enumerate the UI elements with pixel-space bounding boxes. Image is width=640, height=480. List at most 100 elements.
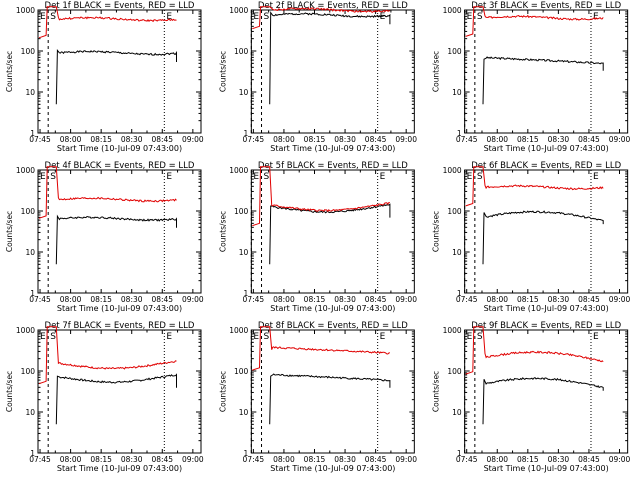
y-tick-label: 100 xyxy=(447,47,462,56)
x-tick-label: 08:00 xyxy=(486,455,508,464)
y-axis-label: Counts/sec xyxy=(218,371,227,412)
y-tick-label: 10 xyxy=(452,248,462,257)
chart-title: Det 5f BLACK = Events, RED = LLD xyxy=(258,161,408,171)
x-tick-label: 08:15 xyxy=(517,295,539,304)
x-tick-label: 07:45 xyxy=(456,295,478,304)
y-tick-label: 1000 xyxy=(443,6,462,15)
x-tick-label: 08:15 xyxy=(304,295,326,304)
x-tick-label: 08:15 xyxy=(90,135,112,144)
x-tick-label: 08:30 xyxy=(121,135,143,144)
marker-label: E xyxy=(166,172,172,182)
series-lld xyxy=(38,166,177,219)
y-tick-label: 100 xyxy=(234,207,249,216)
x-tick-label: 08:30 xyxy=(334,455,356,464)
x-tick-label: 07:45 xyxy=(456,135,478,144)
chart-title: Det 7f BLACK = Events, RED = LLD xyxy=(45,321,195,331)
x-tick-label: 08:45 xyxy=(578,295,600,304)
marker-label: S xyxy=(50,12,56,22)
series-events xyxy=(269,203,391,265)
y-tick-label: 10 xyxy=(239,88,249,97)
chart-panel-6: Det 6f BLACK = Events, RED = LLD 1 10 100 10… xyxy=(432,161,631,313)
x-tick-label: 09:00 xyxy=(609,135,631,144)
y-tick-label: 1 xyxy=(457,449,462,458)
x-tick-label: 08:00 xyxy=(60,455,82,464)
y-tick-label: 100 xyxy=(234,47,249,56)
x-tick-label: 08:45 xyxy=(578,135,600,144)
marker-label: S xyxy=(477,332,483,342)
x-tick-label: 08:00 xyxy=(273,295,295,304)
y-axis-label: Counts/sec xyxy=(432,51,441,92)
plot-frame xyxy=(464,9,629,134)
marker-label: S xyxy=(477,172,483,182)
x-axis-label: Start Time (10-Jul-09 07:43:00) xyxy=(270,304,395,313)
x-axis-label: Start Time (10-Jul-09 07:43:00) xyxy=(57,304,182,313)
series-events xyxy=(482,376,604,425)
series-lld xyxy=(38,326,177,385)
x-tick-label: 08:30 xyxy=(548,135,570,144)
y-tick-label: 1 xyxy=(244,449,249,458)
marker-label: E xyxy=(593,332,599,342)
y-tick-label: 1000 xyxy=(229,166,248,175)
series-lld xyxy=(252,6,391,30)
marker-label: E xyxy=(253,12,259,22)
marker-label: E xyxy=(593,12,599,22)
chart-title: Det 3f BLACK = Events, RED = LLD xyxy=(471,1,621,11)
y-axis-label: Counts/sec xyxy=(5,371,14,412)
x-tick-label: 08:30 xyxy=(121,295,143,304)
x-axis-label: Start Time (10-Jul-09 07:43:00) xyxy=(57,464,182,473)
y-tick-label: 10 xyxy=(452,408,462,417)
x-tick-label: 08:00 xyxy=(486,135,508,144)
y-tick-label: 1000 xyxy=(443,166,462,175)
x-tick-label: 08:00 xyxy=(273,135,295,144)
y-tick-label: 1000 xyxy=(443,326,462,335)
y-tick-label: 100 xyxy=(447,367,462,376)
x-tick-label: 08:45 xyxy=(151,295,173,304)
x-tick-label: 09:00 xyxy=(182,295,204,304)
series-lld xyxy=(252,166,390,227)
x-tick-label: 08:15 xyxy=(517,135,539,144)
chart-title: Det 4f BLACK = Events, RED = LLD xyxy=(45,161,195,171)
marker-label: E xyxy=(380,12,386,22)
x-tick-label: 08:30 xyxy=(334,295,356,304)
x-tick-label: 08:45 xyxy=(365,295,387,304)
marker-label: E xyxy=(380,332,386,342)
y-tick-label: 1 xyxy=(30,289,35,298)
chart-panel-5: Det 5f BLACK = Events, RED = LLD 1 10 100 10… xyxy=(218,161,417,313)
plot-frame xyxy=(464,329,629,454)
y-axis-label: Counts/sec xyxy=(5,51,14,92)
series-events xyxy=(55,373,177,425)
plot-frame xyxy=(250,169,415,294)
series-lld xyxy=(465,6,604,37)
y-tick-label: 1000 xyxy=(229,6,248,15)
series-events xyxy=(269,11,391,105)
y-tick-label: 1 xyxy=(30,449,35,458)
y-tick-label: 1 xyxy=(457,129,462,138)
y-tick-label: 100 xyxy=(21,207,36,216)
x-tick-label: 07:45 xyxy=(243,135,265,144)
y-tick-label: 10 xyxy=(25,408,35,417)
x-tick-label: 09:00 xyxy=(182,455,204,464)
marker-label: E xyxy=(253,332,259,342)
chart-title: Det 1f BLACK = Events, RED = LLD xyxy=(45,1,195,11)
series-lld xyxy=(465,166,604,207)
y-tick-label: 100 xyxy=(234,367,249,376)
chart-panel-1: Det 1f BLACK = Events, RED = LLD 1 10 100 10… xyxy=(5,1,204,153)
series-lld xyxy=(38,6,177,39)
x-tick-label: 07:45 xyxy=(29,455,51,464)
y-tick-label: 1 xyxy=(244,129,249,138)
y-tick-label: 10 xyxy=(452,88,462,97)
series-events xyxy=(482,210,604,265)
plot-frame xyxy=(250,329,415,454)
marker-label: S xyxy=(264,12,270,22)
chart-panel-9: Det 9f BLACK = Events, RED = LLD 1 10 100 10… xyxy=(432,321,631,473)
y-tick-label: 10 xyxy=(25,88,35,97)
x-tick-label: 08:15 xyxy=(517,455,539,464)
y-tick-label: 100 xyxy=(21,367,36,376)
series-events xyxy=(482,56,604,105)
chart-title: Det 8f BLACK = Events, RED = LLD xyxy=(258,321,408,331)
x-tick-label: 07:45 xyxy=(29,295,51,304)
marker-label: E xyxy=(467,172,473,182)
marker-label: E xyxy=(166,12,172,22)
plot-frame xyxy=(37,9,202,134)
y-tick-label: 1000 xyxy=(16,166,35,175)
